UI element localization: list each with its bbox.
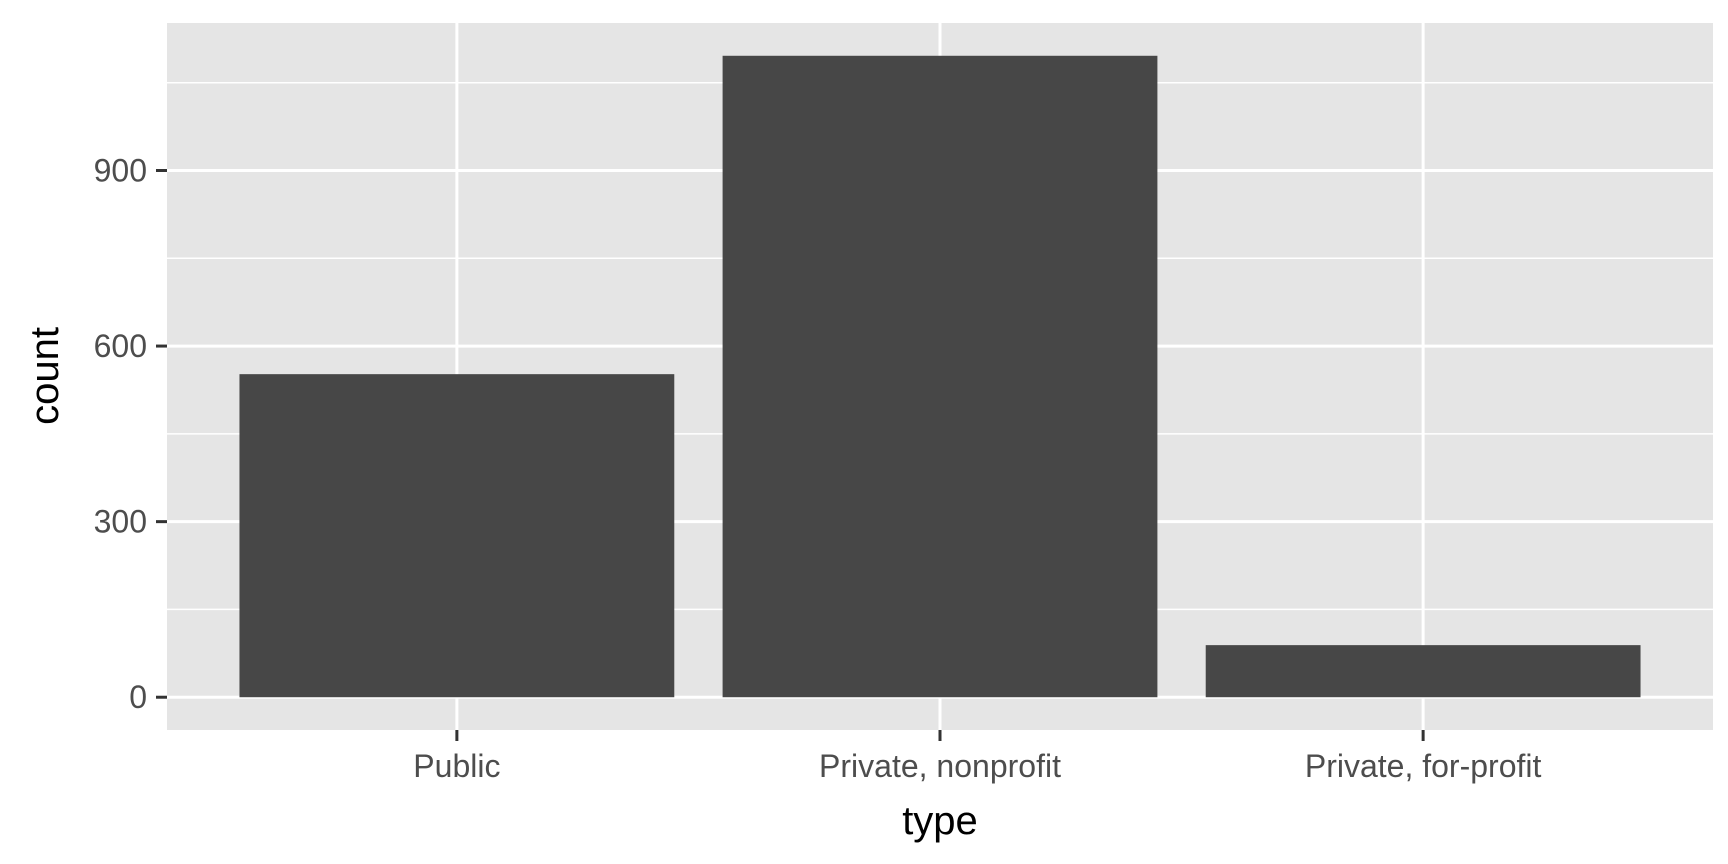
x-tick-label: Private, for-profit: [1305, 748, 1542, 784]
y-tick-label: 0: [129, 679, 147, 715]
bar-3: [1205, 645, 1641, 698]
x-axis-title: type: [902, 799, 978, 843]
x-tick-label: Private, nonprofit: [819, 748, 1061, 784]
y-axis-title: count: [23, 327, 67, 425]
y-tick-label: 900: [94, 152, 147, 188]
bars: [239, 55, 1641, 698]
bar-2: [722, 55, 1158, 698]
bar-1: [239, 374, 675, 698]
axes: 0 300 600 900 Public Private, nonprofit Privat…: [94, 152, 1542, 784]
y-tick-label: 600: [94, 328, 147, 364]
x-tick-label: Public: [413, 748, 500, 784]
y-tick-label: 300: [94, 504, 147, 540]
